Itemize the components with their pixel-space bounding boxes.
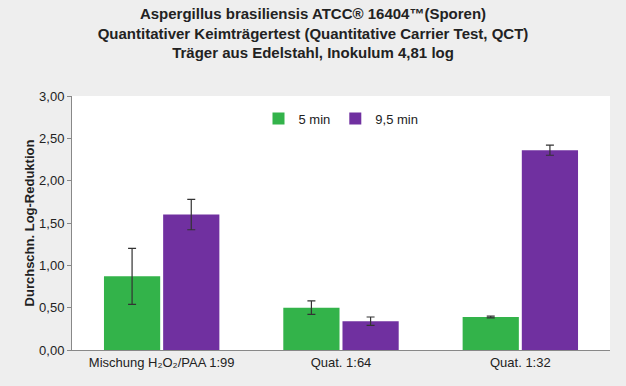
svg-text:Durchschn. Log-Reduktion: Durchschn. Log-Reduktion [22, 140, 37, 307]
svg-text:0,50: 0,50 [39, 300, 64, 315]
svg-text:Quat. 1:64: Quat. 1:64 [311, 355, 372, 370]
svg-text:0,00: 0,00 [39, 343, 64, 358]
svg-text:5 min: 5 min [299, 112, 331, 127]
svg-text:Mischung H₂O₂/PAA 1:99: Mischung H₂O₂/PAA 1:99 [89, 355, 235, 370]
svg-text:2,50: 2,50 [39, 131, 64, 146]
svg-text:Aspergillus brasiliensis ATCC®: Aspergillus brasiliensis ATCC® 16404™(Sp… [98, 5, 529, 61]
svg-text:1,00: 1,00 [39, 258, 64, 273]
svg-text:2,00: 2,00 [39, 173, 64, 188]
svg-text:9,5 min: 9,5 min [375, 112, 418, 127]
svg-text:1,50: 1,50 [39, 216, 64, 231]
svg-text:3,00: 3,00 [39, 89, 64, 104]
svg-text:Quat. 1:32: Quat. 1:32 [490, 355, 551, 370]
